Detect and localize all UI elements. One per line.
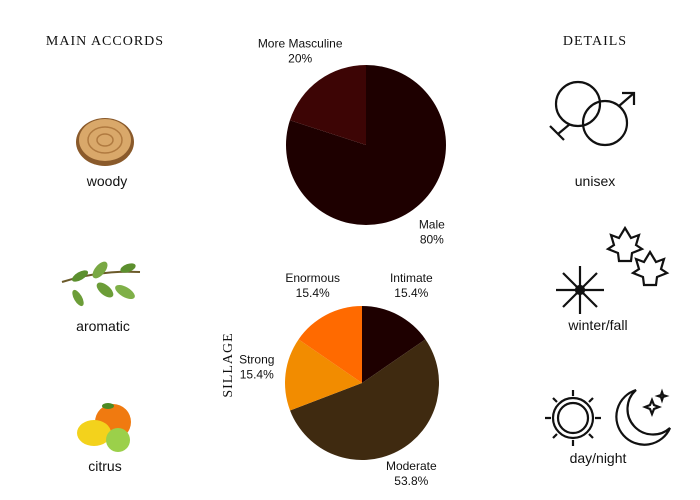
slice-label: Strong 15.4% xyxy=(239,352,274,381)
value-label: 53.8% xyxy=(394,474,428,488)
category-label: Male xyxy=(419,218,445,232)
slice-label: Intimate 15.4% xyxy=(390,271,433,300)
chart-title: SILLAGE xyxy=(221,332,236,397)
value-label: 80% xyxy=(420,233,444,247)
pie-slice xyxy=(298,306,362,383)
woody-icon xyxy=(76,118,134,166)
unisex-icon xyxy=(549,80,636,147)
detail-label: unisex xyxy=(575,173,615,189)
pie-slice xyxy=(289,65,366,145)
aromatic-icon xyxy=(61,261,141,307)
value-label: 15.4% xyxy=(394,286,428,300)
slice-label: Male 80% xyxy=(419,218,445,247)
category-label: Moderate xyxy=(386,459,437,473)
accord-label: citrus xyxy=(88,458,121,474)
category-label: More Masculine xyxy=(258,36,343,50)
category-label: Enormous xyxy=(285,271,340,285)
detail-label: day/night xyxy=(570,450,627,466)
accord-label: aromatic xyxy=(76,318,130,334)
section-title: MAIN ACCORDS xyxy=(46,34,164,49)
value-label: 15.4% xyxy=(296,286,330,300)
citrus-icon xyxy=(77,403,131,452)
section-title: DETAILS xyxy=(563,34,627,49)
pie-slice xyxy=(362,306,426,383)
value-label: 20% xyxy=(288,51,312,65)
accord-label: woody xyxy=(86,173,127,189)
category-label: Intimate xyxy=(390,271,433,285)
pie-slice xyxy=(285,339,362,411)
category-label: Strong xyxy=(239,352,274,366)
value-label: 15.4% xyxy=(240,367,274,381)
slice-label: Enormous 15.4% xyxy=(285,271,340,300)
day-night-icon xyxy=(545,388,672,446)
season-icon xyxy=(556,225,670,314)
slice-label: More Masculine 20% xyxy=(258,36,343,65)
slice-label: Moderate 53.8% xyxy=(386,459,437,488)
detail-label: winter/fall xyxy=(567,317,627,333)
pie-slice xyxy=(290,339,439,460)
